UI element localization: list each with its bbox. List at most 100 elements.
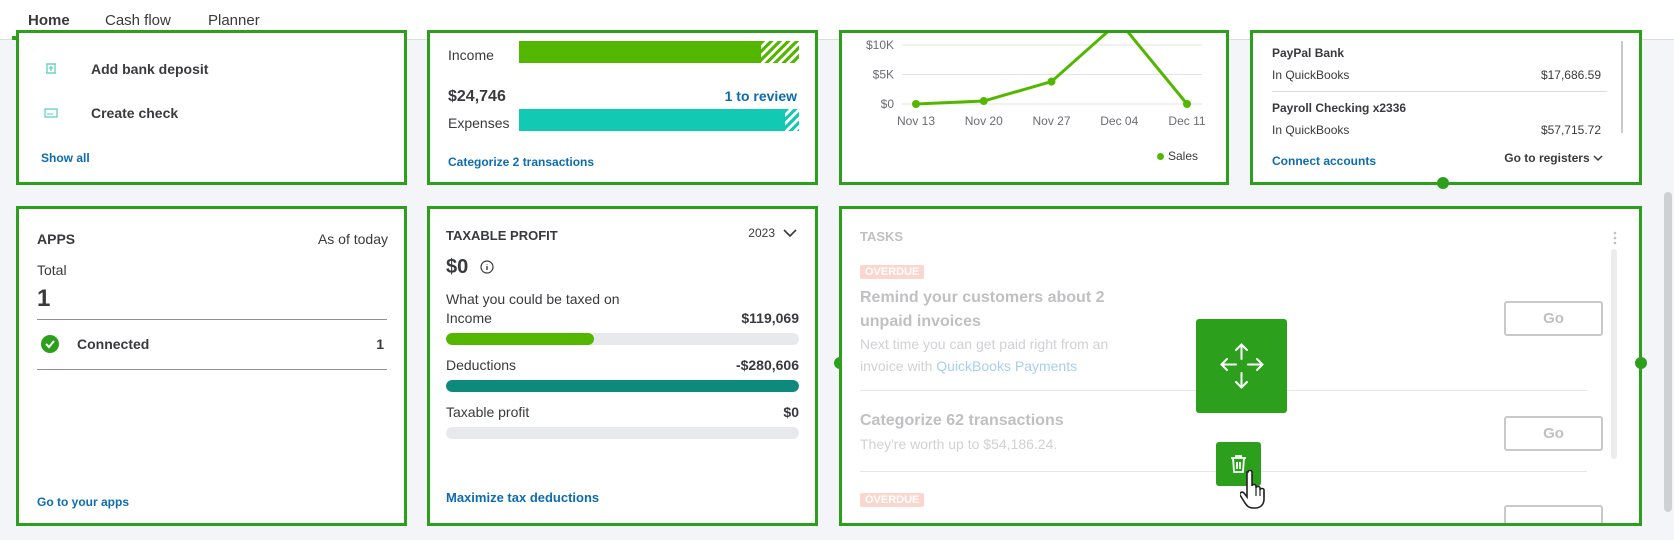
apps-card: APPS As of today Total 1 Connected 1 Go … — [16, 206, 407, 526]
sales-legend-label: Sales — [1167, 149, 1198, 163]
page-scrollbar[interactable] — [1664, 192, 1672, 512]
chevron-down-icon — [783, 229, 797, 238]
chevron-down-icon — [1593, 155, 1603, 162]
tax-row-bar-fill — [446, 380, 799, 392]
y-tick-label: $0 — [881, 97, 895, 111]
bank-accounts-card: PayPal Bank In QuickBooks $17,686.59 Pay… — [1250, 30, 1642, 185]
expenses-bar — [519, 109, 799, 131]
apps-as-of: As of today — [317, 231, 388, 247]
x-tick-label: Dec 11 — [1168, 114, 1205, 128]
shortcuts-card: Add bank deposit Create check Show all — [16, 30, 407, 185]
x-tick-label: Nov 13 — [897, 114, 935, 128]
go-to-registers-label: Go to registers — [1504, 151, 1590, 165]
task-title: Categorize 62 transactions — [860, 412, 1064, 429]
check-icon — [44, 108, 58, 118]
x-tick-label: Nov 20 — [965, 114, 1003, 128]
show-all-link[interactable]: Show all — [41, 151, 90, 165]
hand-cursor-icon — [1240, 469, 1265, 509]
tax-row-label: Deductions — [446, 357, 517, 373]
bank-account-balance: $17,686.59 — [1540, 68, 1601, 82]
tax-row-bar — [446, 427, 799, 439]
resize-handle-right[interactable] — [1635, 357, 1647, 369]
tax-row: Deductions -$280,606 — [446, 357, 799, 392]
info-icon[interactable] — [480, 260, 494, 274]
taxable-profit-card: TAXABLE PROFIT 2023 $0 What you could be… — [427, 206, 818, 526]
sales-data-point[interactable] — [1047, 77, 1056, 86]
bank-account-balance: $57,715.72 — [1540, 123, 1601, 137]
bank-account-name[interactable]: Payroll Checking x2336 — [1272, 101, 1407, 115]
bank-account-source: In QuickBooks — [1272, 123, 1350, 137]
expenses-amount: $24,746 — [448, 88, 506, 105]
maximize-deductions-link[interactable]: Maximize tax deductions — [446, 490, 600, 505]
expenses-bar-hatch — [785, 109, 799, 131]
bank-deposit-icon — [46, 63, 56, 74]
tax-row-bar — [446, 380, 799, 392]
scrollbar[interactable] — [1621, 41, 1623, 133]
review-link[interactable]: 1 to review — [724, 88, 797, 104]
sales-data-point[interactable] — [1183, 100, 1191, 108]
overdue-badge: OVERDUE — [860, 265, 925, 279]
tax-subtitle: What you could be taxed on — [446, 291, 620, 307]
tab-cash-flow[interactable]: Cash flow — [105, 12, 171, 29]
sales-legend: Sales — [1156, 149, 1198, 163]
income-bar — [519, 41, 799, 63]
sales-chart: $10K $5K $0 Nov 13 Nov 20 Nov 27 Dec 04 Dec 11 — [866, 33, 1206, 128]
move-arrows-icon — [1220, 343, 1264, 389]
checkmark-circle-icon — [41, 335, 59, 353]
year-value: 2023 — [748, 226, 775, 240]
apps-total-value: 1 — [37, 285, 51, 312]
tax-amount: $0 — [446, 256, 469, 278]
tax-row-label: Income — [446, 310, 492, 326]
tab-home[interactable]: Home — [28, 12, 70, 29]
quickbooks-payments-link[interactable]: QuickBooks Payments — [936, 358, 1078, 374]
sales-card: $10K $5K $0 Nov 13 Nov 20 Nov 27 Dec 04 Dec 11… — [839, 30, 1229, 185]
tax-row-bar — [446, 333, 799, 345]
categorize-link[interactable]: Categorize 2 transactions — [448, 155, 595, 169]
tax-row-value: -$280,606 — [735, 357, 799, 373]
connect-accounts-link[interactable]: Connect accounts — [1272, 154, 1377, 168]
task-description: Next time you can get paid right from an… — [860, 333, 1150, 377]
tax-row-bar-fill — [446, 333, 595, 345]
tasks-scrollbar[interactable] — [1611, 249, 1617, 459]
bank-account-name[interactable]: PayPal Bank — [1272, 46, 1345, 60]
shortcut-label: Add bank deposit — [91, 61, 209, 77]
overdue-badge: OVERDUE — [860, 493, 925, 507]
tax-row: Income $119,069 — [446, 310, 799, 345]
apps-total-label: Total — [37, 262, 67, 278]
year-selector[interactable]: 2023 — [748, 226, 797, 240]
sales-data-point[interactable] — [912, 100, 920, 108]
trash-icon — [1231, 455, 1246, 473]
go-to-registers-link[interactable]: Go to registers — [1504, 151, 1603, 165]
bank-account-source: In QuickBooks — [1272, 68, 1350, 82]
go-to-apps-link[interactable]: Go to your apps — [37, 495, 130, 509]
tax-row-value: $0 — [783, 404, 799, 420]
divider — [37, 369, 387, 370]
move-widget-button[interactable] — [1196, 319, 1287, 413]
task-go-button[interactable]: Go — [1504, 301, 1603, 336]
y-tick-label: $5K — [873, 68, 894, 82]
resize-handle-bottom[interactable] — [1437, 177, 1449, 189]
delete-widget-button[interactable] — [1216, 442, 1261, 486]
divider — [1272, 91, 1607, 92]
apps-title: APPS — [37, 231, 76, 247]
income-bar-hatch — [761, 41, 799, 63]
task-go-button[interactable] — [1504, 505, 1603, 523]
task-go-button[interactable]: Go — [1504, 416, 1603, 451]
tax-row-label: Taxable profit — [446, 404, 530, 420]
sales-data-point[interactable] — [979, 97, 988, 106]
more-options-icon[interactable] — [1613, 231, 1617, 245]
tax-row: Taxable profit $0 — [446, 404, 799, 439]
sales-series-line — [915, 33, 1189, 106]
tasks-title: TASKS — [860, 229, 904, 244]
shortcut-label: Create check — [91, 105, 179, 121]
profit-loss-card: Income $24,746 1 to review Expenses Cate… — [427, 30, 818, 185]
task-description: They're worth up to $54,186.24. — [860, 436, 1058, 452]
y-tick-label: $10K — [866, 38, 894, 52]
sales-legend-swatch — [1156, 153, 1164, 160]
task-description-text: Next time you can get paid right from an… — [860, 336, 1109, 374]
apps-connected-value: 1 — [376, 336, 384, 352]
x-tick-label: Dec 04 — [1100, 114, 1138, 128]
x-tick-label: Nov 27 — [1032, 114, 1070, 128]
tab-planner[interactable]: Planner — [208, 12, 260, 29]
expenses-label: Expenses — [448, 115, 510, 131]
